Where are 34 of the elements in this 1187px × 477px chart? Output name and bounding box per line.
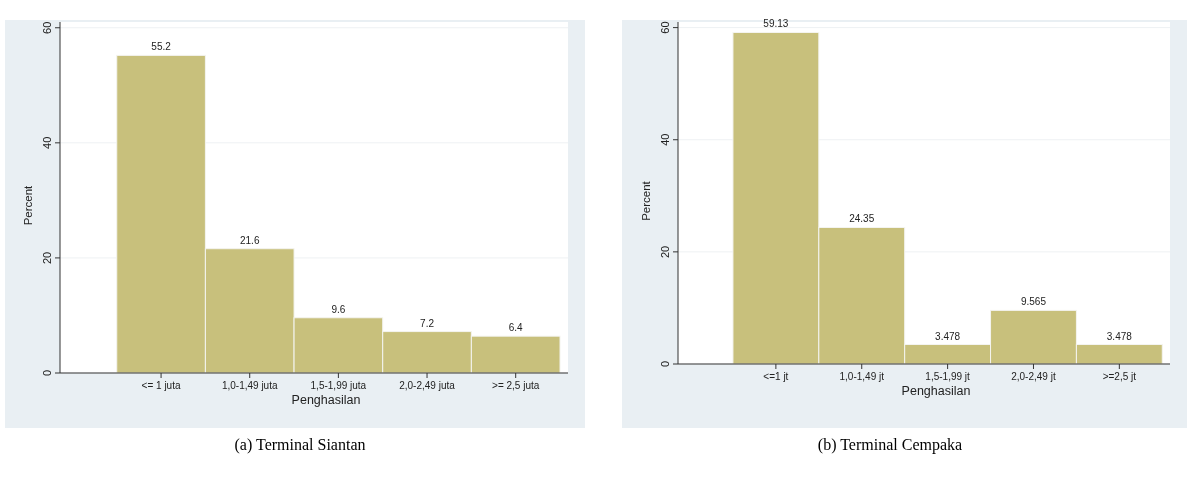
data-label: 6.4: [508, 322, 524, 334]
x-axis-title: Penghasilan: [291, 393, 361, 407]
y-axis-title: Percent: [640, 180, 652, 221]
y-tick-label: 40: [659, 133, 671, 146]
data-label: 21.6: [239, 234, 260, 246]
x-tick-label: 1,5-1,99 jt: [925, 371, 971, 382]
y-tick-label: 20: [41, 251, 53, 265]
data-label: 9.6: [331, 303, 346, 315]
x-tick-label: <= 1 juta: [141, 380, 181, 391]
text: (b) Terminal Cempaka: [817, 436, 963, 454]
y-tick-label: 0: [41, 369, 53, 377]
y-tick-label: 60: [41, 21, 53, 34]
data-label: 7.2: [420, 317, 435, 329]
data-label: 24.35: [849, 213, 875, 225]
x-tick-label: 1,0-1,49 juta: [221, 380, 278, 391]
y-tick-label: 20: [659, 245, 671, 258]
x-axis-title: Penghasilan: [901, 384, 971, 398]
x-tick-label: >=2,5 jt: [1102, 371, 1137, 382]
data-label: 9.565: [1020, 296, 1047, 308]
text: (a) Terminal Siantan: [234, 436, 366, 454]
data-label: 59.13: [763, 18, 789, 30]
data-label: 3.478: [1106, 330, 1133, 342]
x-tick-label: 1,5-1,99 juta: [310, 380, 367, 391]
x-tick-label: >= 2,5 juta: [492, 380, 540, 391]
x-tick-label: 2,0-2,49 juta: [399, 380, 456, 391]
y-axis-title: Percent: [22, 184, 34, 226]
data-label: 55.2: [151, 41, 172, 53]
y-tick-label: 40: [41, 136, 53, 149]
x-tick-label: 2,0-2,49 jt: [1011, 371, 1056, 382]
y-tick-label: 0: [659, 360, 671, 368]
data-label: 3.478: [935, 330, 961, 342]
x-tick-label: 1,0-1,49 jt: [839, 371, 885, 382]
y-tick-label: 60: [659, 21, 671, 34]
x-tick-label: <=1 jt: [763, 371, 789, 382]
